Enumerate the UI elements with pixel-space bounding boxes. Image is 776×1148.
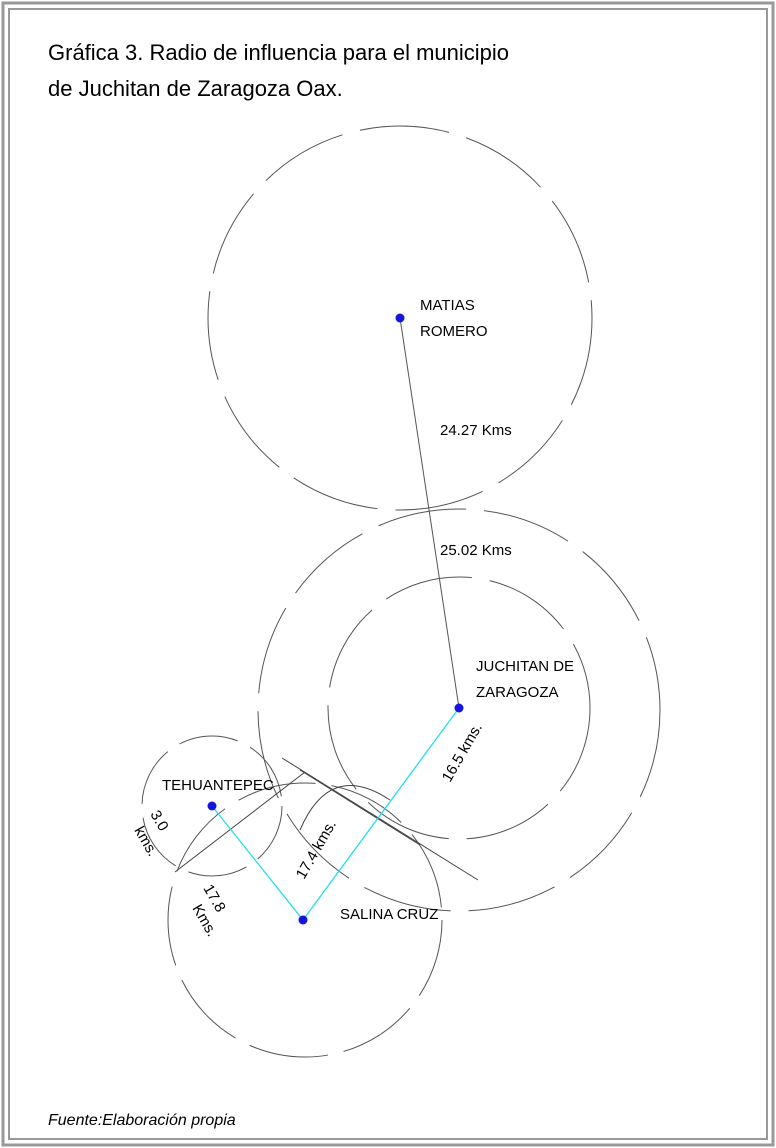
city-label: ZARAGOZA — [476, 684, 559, 701]
distance-label: 17.4 kms. — [293, 817, 340, 882]
influence-circle — [141, 735, 283, 877]
guide-line — [281, 757, 479, 881]
title-line: Gráfica 3. Radio de influencia para el m… — [48, 40, 509, 65]
city-dot — [298, 915, 308, 925]
influence-circle — [257, 508, 661, 912]
influence-circle — [167, 782, 443, 1058]
city-label: SALINA CRUZ — [340, 906, 438, 923]
city-dot — [395, 313, 405, 323]
influence-circle — [207, 125, 593, 511]
source-note: Fuente:Elaboración propia — [48, 1112, 236, 1129]
city-label: TEHUANTEPEC — [162, 777, 274, 794]
city-dot — [207, 801, 217, 811]
city-label: MATIAS — [420, 297, 475, 314]
distance-label: 24.27 Kms — [440, 422, 512, 439]
city-dot — [454, 703, 464, 713]
distance-label: 25.02 Kms — [440, 542, 512, 559]
guide-line — [299, 769, 421, 846]
distance-line — [211, 707, 460, 922]
inner-frame — [8, 8, 768, 1140]
influence-circle — [327, 576, 591, 840]
distance-label: 3.0 — [147, 808, 172, 835]
title-line: de Juchitan de Zaragoza Oax. — [48, 76, 343, 101]
guide-arc — [299, 785, 391, 831]
city-label: JUCHITAN DE — [476, 658, 574, 675]
distance-label: 16.5 kms. — [439, 720, 486, 785]
guide-line — [174, 771, 306, 873]
city-label: ROMERO — [420, 323, 488, 340]
distance-line — [399, 317, 460, 709]
